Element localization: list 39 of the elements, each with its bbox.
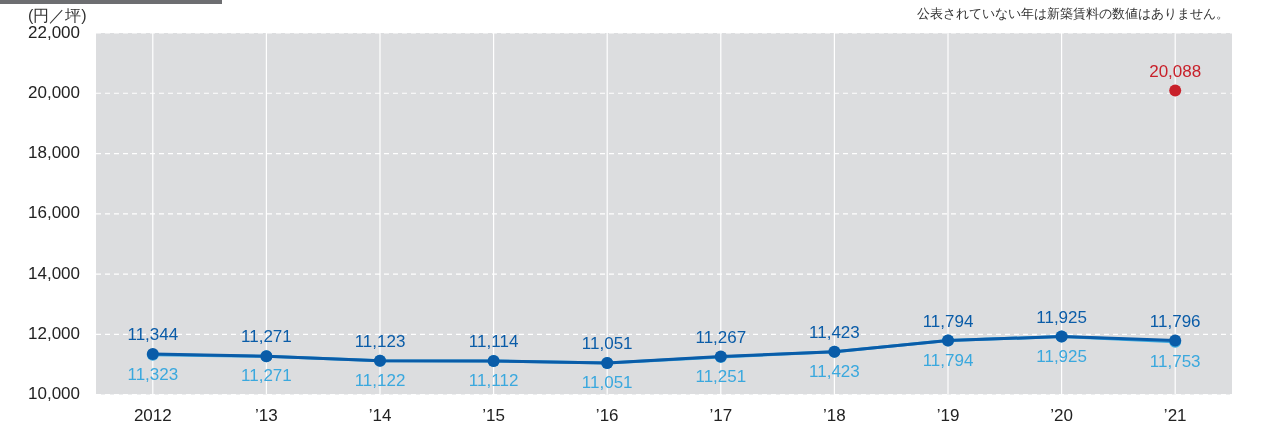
- data-label: 20,088: [1149, 61, 1202, 81]
- data-label: 11,344: [127, 325, 179, 345]
- data-label: 11,423: [809, 322, 860, 342]
- data-label: 11,123: [354, 331, 406, 351]
- y-tick-label: 12,000: [28, 324, 80, 344]
- x-tick-label: ’14: [368, 406, 392, 426]
- data-label: 11,925: [1036, 307, 1087, 327]
- x-tick-label: 2012: [133, 406, 172, 426]
- x-tick-label: ’13: [255, 406, 278, 426]
- data-label: 11,794: [922, 350, 974, 370]
- data-label: 11,925: [1036, 346, 1087, 366]
- data-label: 11,122: [354, 370, 406, 390]
- y-tick-label: 14,000: [28, 263, 80, 283]
- y-axis-title: (円／坪): [28, 6, 87, 26]
- x-tick-label: ’21: [1163, 406, 1187, 426]
- data-label: 11,051: [581, 373, 633, 393]
- y-tick-label: 20,000: [28, 82, 80, 102]
- data-label: 11,271: [241, 327, 292, 347]
- data-label: 11,794: [922, 311, 974, 331]
- x-tick-label: ’18: [823, 406, 846, 426]
- data-label: 11,423: [809, 361, 860, 381]
- data-label: 11,267: [695, 327, 747, 347]
- data-label: 11,251: [695, 367, 747, 387]
- data-label: 11,114: [468, 332, 519, 352]
- data-label: 11,051: [581, 334, 633, 354]
- data-label: 11,796: [1149, 311, 1201, 331]
- data-label: 11,323: [127, 364, 179, 384]
- x-tick-label: ’15: [482, 406, 505, 426]
- x-tick-label: ’16: [595, 406, 619, 426]
- text: 公表されていない年は新築賃料の数値はありません。: [917, 6, 1229, 22]
- data-label: 11,112: [468, 371, 519, 391]
- data-label: 11,753: [1149, 351, 1201, 371]
- x-tick-label: ’20: [1050, 406, 1073, 426]
- x-tick-label: ’19: [936, 406, 960, 426]
- data-label: 11,271: [241, 366, 292, 386]
- x-tick-label: ’17: [709, 406, 733, 426]
- y-tick-label: 16,000: [28, 203, 80, 223]
- y-tick-label: 10,000: [28, 384, 80, 404]
- y-tick-label: 18,000: [28, 143, 80, 163]
